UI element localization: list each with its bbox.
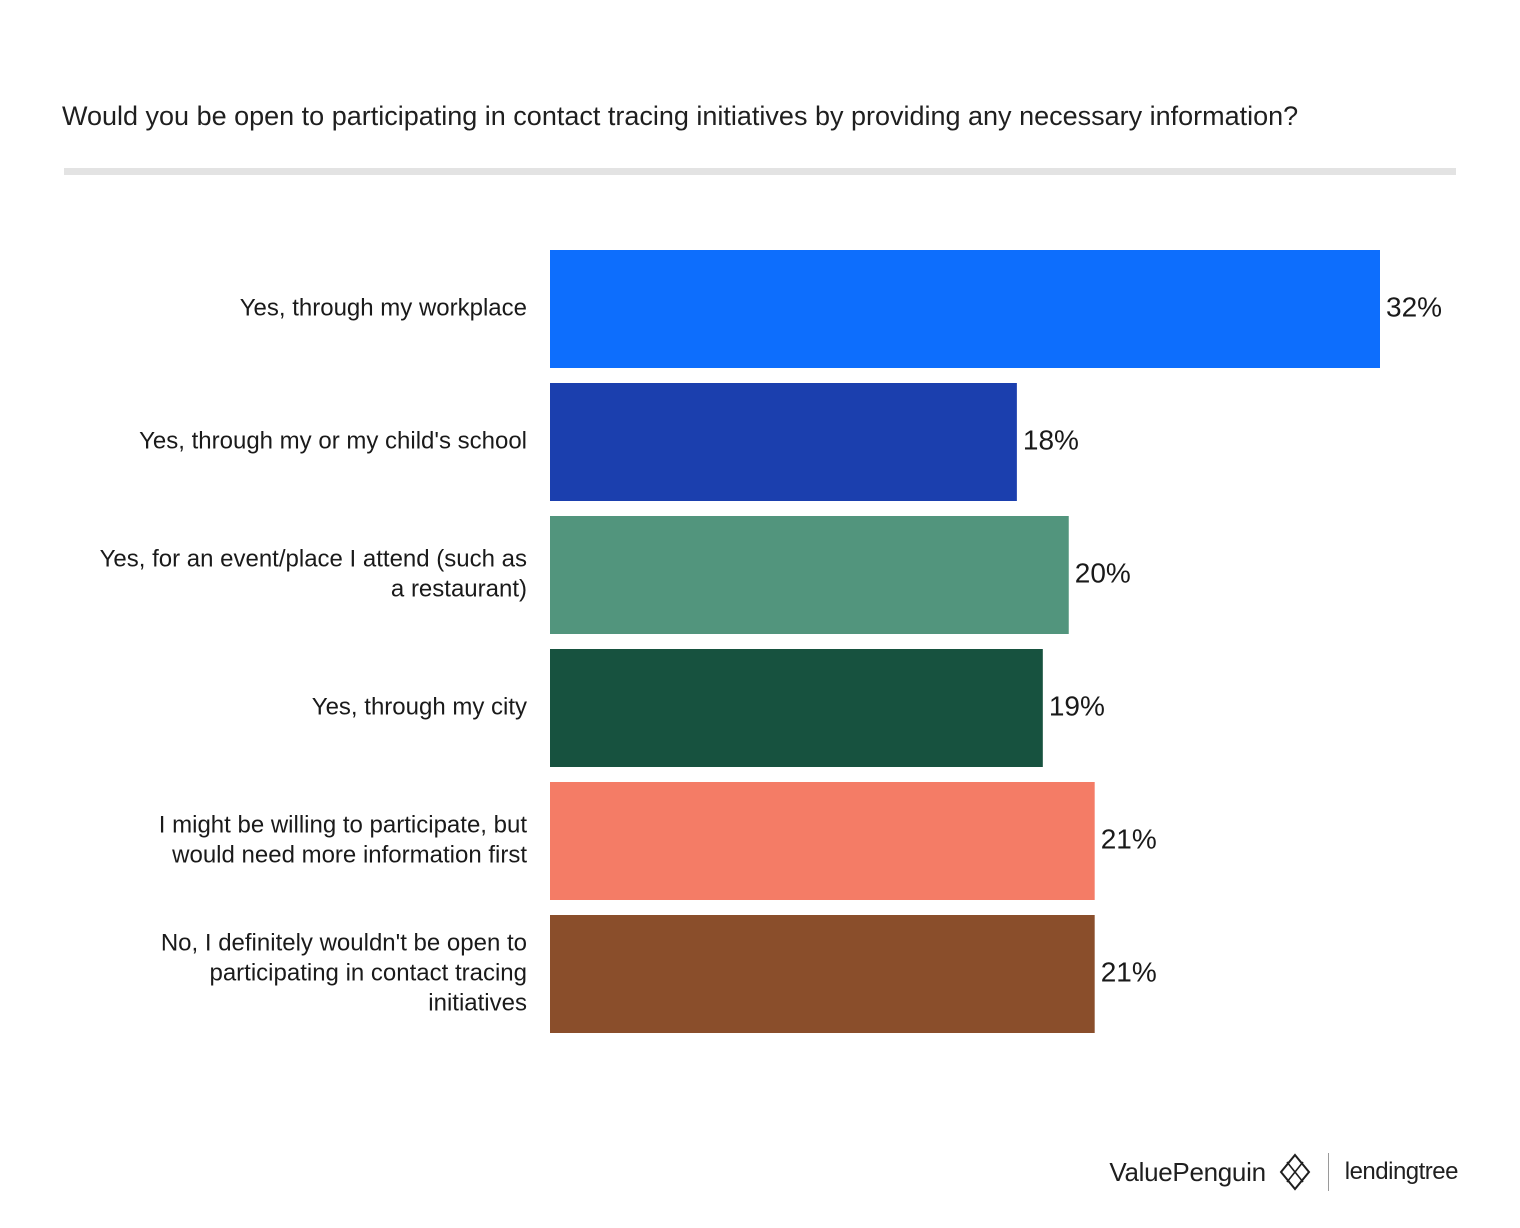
- value-label-6: 21%: [1101, 956, 1157, 987]
- bar-5: [550, 782, 1095, 900]
- value-label-3: 20%: [1075, 557, 1131, 588]
- category-label-3: Yes, for an event/place I attend (such a…: [100, 545, 527, 602]
- category-label-5: I might be willing to participate, but wo…: [159, 811, 528, 868]
- value-label-1: 32%: [1386, 291, 1442, 322]
- bar-4: [550, 649, 1043, 767]
- chart-title: Would you be open to participating in co…: [62, 101, 1299, 131]
- valuepenguin-logo: ValuePenguin: [1109, 1156, 1266, 1187]
- brand-separator: [1327, 1153, 1329, 1191]
- value-label-4: 19%: [1049, 690, 1105, 721]
- bar-6: [550, 915, 1095, 1033]
- category-label-2: Yes, through my or my child's school: [139, 427, 527, 454]
- title-divider: [64, 168, 1456, 175]
- lendingtree-logo: lendingtree: [1344, 1158, 1459, 1185]
- value-label-2: 18%: [1023, 424, 1079, 455]
- footer-branding: ValuePenguin lendingtree: [1109, 1150, 1459, 1194]
- category-label-4: Yes, through my city: [312, 693, 527, 720]
- bar-2: [550, 383, 1017, 501]
- bar-1: [550, 250, 1380, 368]
- bar-3: [550, 516, 1069, 634]
- category-label-1: Yes, through my workplace: [240, 294, 527, 321]
- category-label-6: No, I definitely wouldn't be open to part…: [161, 929, 527, 1016]
- value-label-5: 21%: [1101, 823, 1157, 854]
- penguin-diamond-icon: [1279, 1153, 1311, 1191]
